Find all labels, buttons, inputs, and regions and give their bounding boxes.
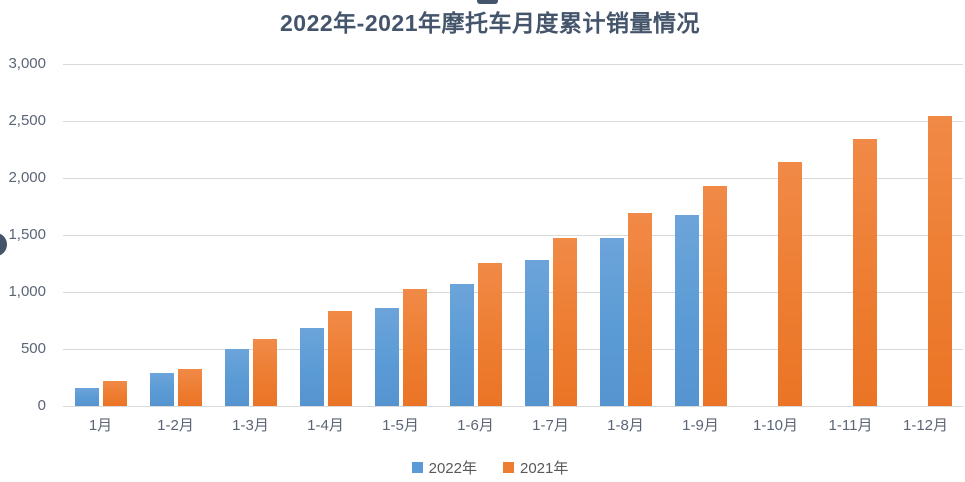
x-tick-label: 1-8月 (607, 417, 644, 434)
y-tick-label: 3,000 (8, 55, 46, 72)
bar-2022年-1-9月 (674, 215, 699, 406)
x-tick-label: 1月 (88, 417, 113, 434)
x-tick-label: 1-6月 (457, 417, 494, 434)
bar-2021年-1-4月 (327, 311, 352, 406)
x-tick-label: 1-3月 (232, 417, 269, 434)
legend-label: 2021年 (520, 460, 569, 477)
bar-2021年-1-7月 (552, 238, 577, 406)
gridline (63, 64, 963, 65)
legend-item-2022年: 2022年 (411, 457, 477, 478)
x-tick-label: 1-5月 (382, 417, 419, 434)
x-tick-label: 1-4月 (307, 417, 344, 434)
bar-2021年-1-6月 (477, 262, 502, 406)
y-tick-label: 2,000 (8, 169, 46, 186)
y-tick-label: 2,500 (8, 112, 46, 129)
chart-title: 2022年-2021年摩托车月度累计销量情况 (280, 10, 700, 36)
bar-2021年-1-3月 (252, 339, 277, 406)
x-tick-label: 1-2月 (157, 417, 194, 434)
bar-2021年-1-5月 (402, 289, 427, 406)
bar-2021年-1-8月 (627, 213, 652, 406)
bar-2022年-1月 (74, 388, 99, 406)
gridline (63, 121, 963, 122)
x-tick-label: 1-10月 (752, 417, 799, 434)
y-tick-label: 1,500 (8, 226, 46, 243)
bar-2021年-1-11月 (852, 139, 877, 406)
bar-2021年-1月 (102, 381, 127, 406)
bar-2021年-1-12月 (927, 115, 952, 406)
bar-2022年-1-4月 (299, 328, 324, 406)
x-tick-label: 1-12月 (902, 417, 949, 434)
y-tick-label: 500 (20, 340, 46, 357)
bar-2022年-1-3月 (224, 349, 249, 406)
bar-2022年-1-7月 (524, 259, 549, 406)
legend-swatch-icon (411, 462, 423, 473)
y-tick-label: 0 (37, 397, 46, 414)
bar-2021年-1-10月 (777, 162, 802, 406)
legend-label: 2022年 (428, 460, 477, 477)
legend-item-2021年: 2021年 (503, 457, 568, 478)
x-tick-label: 1-7月 (532, 417, 569, 434)
bar-2022年-1-8月 (599, 238, 624, 406)
bar-2022年-1-5月 (374, 307, 399, 406)
clipped-text-fragment (477, 0, 498, 4)
legend: 2022年 2021年 (15, 457, 965, 478)
x-tick-label: 1-9月 (682, 417, 719, 434)
gridline (63, 406, 963, 407)
clipped-axis-title-glyph (0, 233, 7, 256)
gridline (63, 292, 963, 293)
legend-swatch-icon (503, 462, 514, 473)
y-tick-label: 1,000 (8, 283, 46, 300)
bar-2022年-1-2月 (149, 372, 174, 406)
bar-2022年-1-6月 (449, 284, 474, 406)
x-tick-label: 1-11月 (828, 417, 873, 434)
gridline (63, 178, 963, 179)
bar-2021年-1-2月 (177, 368, 202, 406)
gridline (63, 349, 963, 350)
gridline (63, 235, 963, 236)
bar-2021年-1-9月 (702, 185, 727, 406)
